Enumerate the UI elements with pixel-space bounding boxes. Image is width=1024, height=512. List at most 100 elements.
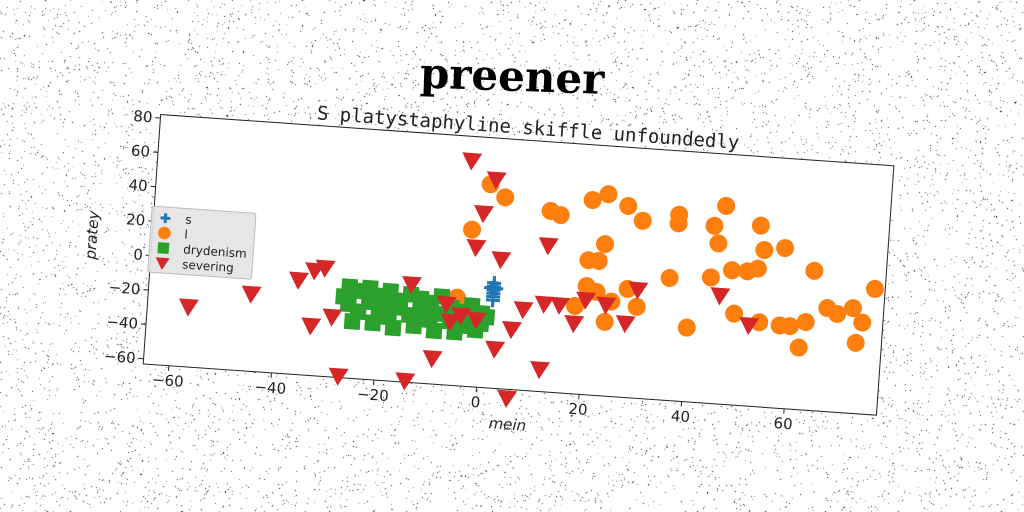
point-severing — [615, 315, 636, 334]
legend-box — [147, 205, 257, 280]
point-l — [725, 304, 744, 323]
series-severing — [179, 152, 760, 408]
y-axis-label: pratey — [81, 209, 103, 261]
legend-label-s: s — [185, 213, 192, 227]
x-tick-label: −60 — [151, 371, 184, 391]
point-l — [709, 234, 728, 253]
point-severing — [538, 237, 559, 256]
point-s — [489, 281, 504, 296]
point-l — [595, 312, 614, 331]
point-severing — [491, 251, 512, 270]
legend-marker-l — [158, 226, 171, 240]
axis-ticks: −60 −40 −20 0 20 40 60 −60 −40 −20 0 20 40 60 80 — [103, 107, 793, 433]
point-l — [750, 313, 769, 332]
point-severing — [462, 152, 483, 171]
y-tick-label: 0 — [133, 245, 144, 264]
point-severing — [241, 285, 262, 304]
y-tick-label: 60 — [130, 142, 150, 161]
point-drydenism — [343, 312, 361, 331]
point-l — [853, 313, 872, 332]
x-tick-label: −20 — [356, 385, 389, 405]
point-l — [463, 220, 482, 239]
point-l — [828, 304, 847, 323]
point-severing — [530, 360, 551, 380]
point-severing — [422, 350, 443, 369]
point-severing — [628, 281, 649, 300]
legend-marker-severing — [155, 257, 170, 270]
point-l — [865, 279, 884, 298]
point-l — [496, 188, 515, 207]
point-severing — [513, 301, 534, 320]
point-severing — [395, 372, 416, 391]
point-severing — [534, 295, 555, 314]
point-severing — [466, 239, 487, 258]
point-l — [551, 206, 570, 225]
point-l — [796, 313, 815, 332]
x-tick-label: 20 — [568, 400, 588, 419]
series-s — [484, 275, 504, 308]
point-l — [705, 216, 724, 235]
point-severing — [502, 321, 522, 340]
point-l — [627, 297, 646, 316]
x-axis-label: mein — [488, 414, 527, 435]
x-tick-label: 0 — [470, 393, 481, 412]
point-severing — [486, 171, 507, 190]
point-severing — [440, 313, 461, 332]
chart-rotated-group: S platystaphyline skiffle unfoundedly −6… — [81, 102, 895, 435]
point-l — [669, 214, 688, 233]
y-tick-label: 40 — [128, 176, 148, 195]
point-severing — [451, 307, 472, 326]
x-tick-label: 40 — [670, 407, 690, 426]
legend-label-severing: severing — [182, 257, 234, 275]
point-severing — [550, 296, 571, 315]
y-tick-label: 80 — [133, 107, 153, 126]
point-drydenism — [376, 292, 394, 310]
plot-area — [142, 113, 895, 416]
point-severing — [564, 314, 585, 334]
point-l — [619, 196, 638, 215]
point-l — [596, 235, 615, 254]
point-l — [748, 259, 767, 278]
point-severing — [739, 316, 760, 336]
point-l — [677, 318, 696, 337]
point-l — [844, 299, 863, 318]
point-severing — [497, 389, 518, 408]
data-marks — [179, 152, 884, 408]
point-severing — [485, 340, 506, 359]
point-severing — [289, 271, 310, 290]
point-l — [717, 196, 736, 215]
point-severing — [474, 204, 495, 224]
point-l — [780, 317, 799, 336]
point-l — [660, 269, 679, 288]
legend-label-drydenism: drydenism — [183, 242, 247, 260]
point-l — [846, 333, 865, 352]
point-l — [633, 211, 652, 230]
point-severing — [301, 317, 322, 336]
point-l — [776, 239, 795, 258]
point-severing — [315, 259, 336, 278]
point-severing — [322, 308, 343, 327]
point-l — [789, 338, 808, 357]
point-severing — [576, 291, 597, 310]
point-drydenism — [364, 314, 382, 332]
point-l — [599, 185, 618, 204]
point-l — [701, 268, 720, 287]
point-severing — [328, 367, 349, 386]
point-l — [589, 251, 608, 270]
point-severing — [710, 287, 731, 306]
point-drydenism — [384, 319, 402, 337]
point-drydenism — [416, 299, 434, 317]
x-tick-label: 60 — [773, 414, 793, 433]
legend-marker-s — [160, 213, 171, 224]
point-s — [485, 293, 500, 308]
legend-label-l: l — [184, 227, 188, 241]
y-tick-label: −40 — [106, 313, 139, 333]
point-drydenism — [405, 317, 423, 335]
point-severing — [466, 311, 487, 330]
point-l — [565, 296, 584, 315]
point-severing — [596, 296, 617, 315]
y-tick-label: −20 — [108, 278, 141, 298]
point-drydenism — [466, 321, 484, 339]
